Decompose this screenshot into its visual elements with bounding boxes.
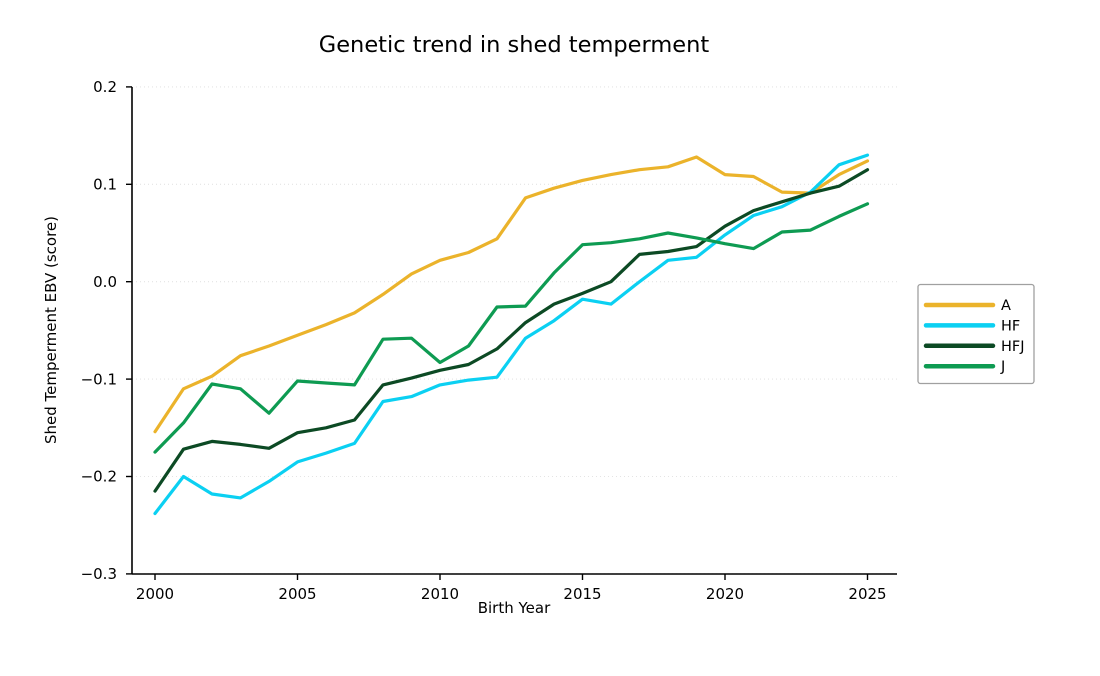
axes-layer: 0.2 0.1 0.0 −0.1 −0.2 −0.3 2000 2005 2010 2015 202… xyxy=(81,78,897,603)
x-tick-label: 2025 xyxy=(848,585,886,603)
series-line-hf xyxy=(153,153,870,516)
series-layer xyxy=(153,153,870,516)
legend: A HF HFJ J xyxy=(917,283,1035,385)
y-tick-label: 0.1 xyxy=(93,176,117,194)
grid-layer xyxy=(132,86,897,575)
y-axis-label: Shed Temperment EBV (score) xyxy=(42,216,60,444)
x-axis-label: Birth Year xyxy=(478,599,551,617)
x-tick-label: 2010 xyxy=(421,585,459,603)
x-tick-label: 2015 xyxy=(563,585,601,603)
legend-label-j: J xyxy=(1000,359,1005,375)
y-tick-label: 0.2 xyxy=(93,78,117,96)
x-tick-label: 2000 xyxy=(136,585,174,603)
chart-title: Genetic trend in shed temperment xyxy=(319,32,710,58)
series-line-a xyxy=(153,155,870,434)
x-tick-label: 2020 xyxy=(706,585,744,603)
legend-box xyxy=(917,283,1035,385)
series-line-j xyxy=(153,202,870,454)
legend-label-a: A xyxy=(1001,298,1011,314)
series-line-hfj xyxy=(153,168,870,493)
y-tick-label: −0.3 xyxy=(81,565,117,583)
y-tick-label: −0.2 xyxy=(81,468,117,486)
legend-label-hf: HF xyxy=(1001,318,1020,334)
y-tick-label: −0.1 xyxy=(81,370,117,388)
legend-label-hfj: HFJ xyxy=(1001,339,1025,355)
y-tick-label: 0.0 xyxy=(93,273,117,291)
x-tick-label: 2005 xyxy=(278,585,316,603)
